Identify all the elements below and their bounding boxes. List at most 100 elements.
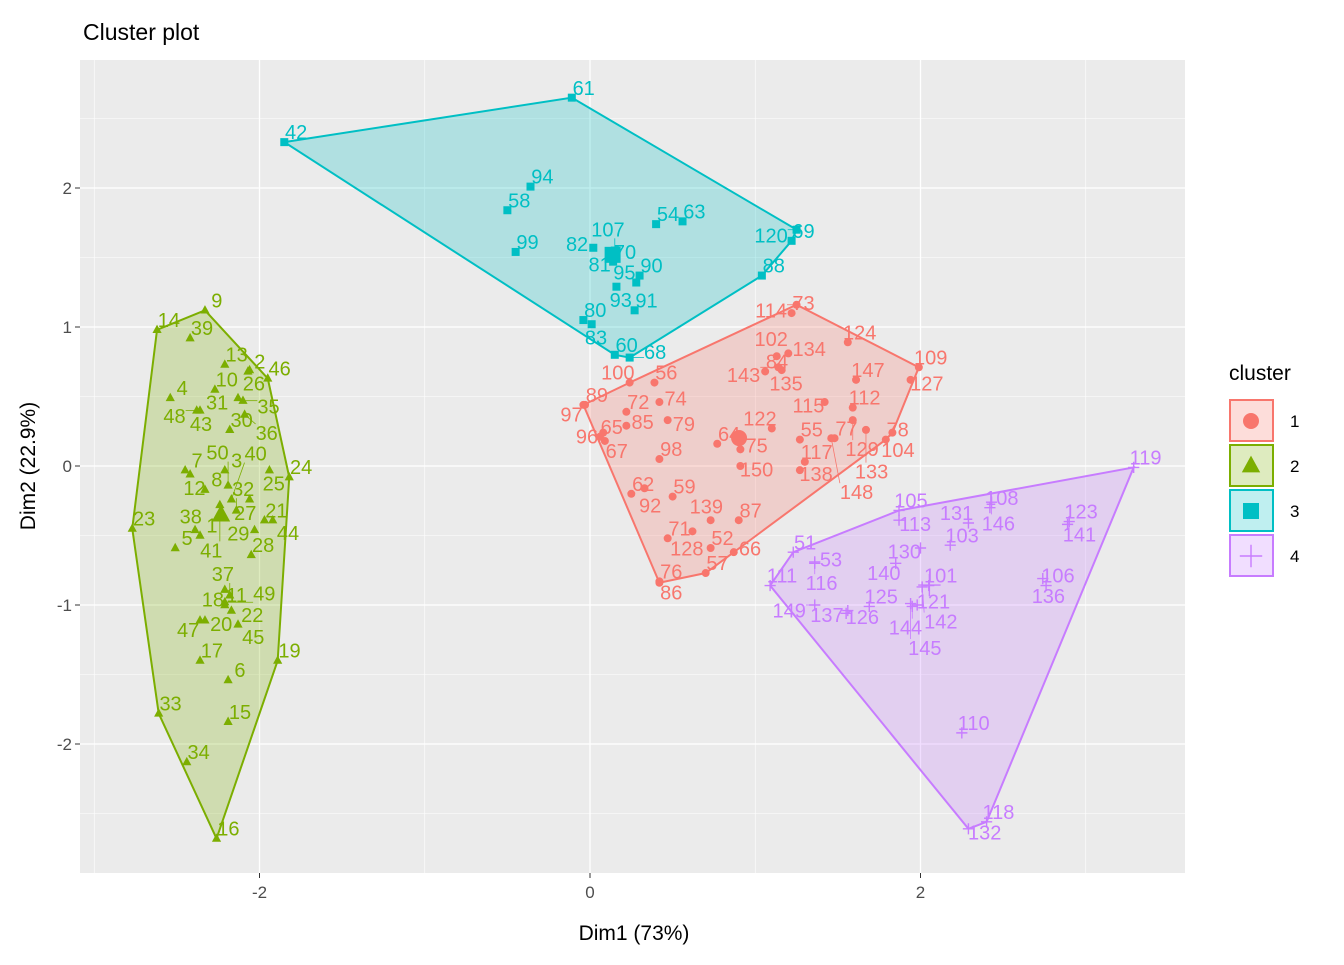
data-point	[888, 428, 897, 437]
point-label: 53	[820, 550, 842, 572]
point-label: 122	[743, 409, 776, 431]
data-point	[893, 504, 905, 517]
point-label: 28	[252, 535, 274, 557]
point-label: 39	[191, 318, 213, 340]
point-label: 81	[588, 255, 610, 277]
point-label: 11	[226, 585, 247, 607]
point-label: 35	[257, 396, 279, 418]
data-point	[893, 514, 905, 526]
point-label: 36	[256, 423, 278, 445]
data-point	[225, 590, 235, 599]
data-point	[655, 455, 664, 464]
data-point	[962, 517, 975, 529]
point-label: 102	[754, 329, 787, 351]
point-label: 137	[810, 605, 843, 627]
point-label: 83	[585, 328, 607, 350]
point-label: 100	[601, 363, 634, 385]
data-point	[127, 523, 137, 532]
point-label: 72	[627, 392, 649, 414]
data-point	[233, 619, 243, 628]
data-point	[792, 300, 801, 309]
data-point	[632, 278, 641, 287]
point-label: 138	[799, 464, 832, 486]
point-label: 135	[769, 374, 802, 396]
point-label: 133	[855, 462, 888, 484]
point-label: 104	[881, 440, 914, 462]
point-label: 10	[216, 370, 238, 392]
cluster-1-center	[731, 430, 748, 447]
data-point	[764, 579, 776, 592]
data-point	[195, 530, 205, 539]
point-label: 74	[665, 388, 687, 410]
data-point	[223, 480, 233, 489]
y-tick-label: 1	[63, 318, 72, 337]
data-point	[567, 93, 576, 102]
point-label: 31	[206, 393, 228, 415]
data-point	[263, 373, 273, 382]
point-label: 116	[806, 573, 838, 595]
point-label: 144	[889, 618, 922, 640]
data-point	[182, 756, 192, 766]
point-label: 106	[1041, 566, 1074, 588]
point-label: 45	[242, 627, 264, 649]
point-label: 103	[945, 525, 978, 547]
data-point	[190, 524, 200, 534]
data-point	[852, 375, 861, 384]
point-label: 140	[867, 563, 900, 585]
point-label: 3	[231, 450, 242, 472]
point-label: 1	[206, 516, 217, 538]
data-point	[795, 466, 804, 475]
data-point	[610, 350, 619, 359]
x-axis-title: Dim1 (73%)	[579, 922, 690, 945]
data-point	[627, 489, 636, 498]
data-point	[916, 581, 928, 593]
data-point	[154, 708, 164, 717]
point-label: 49	[253, 583, 275, 605]
point-label: 65	[601, 417, 623, 439]
data-point	[809, 599, 821, 611]
point-label: 75	[745, 436, 767, 458]
point-label: 113	[899, 514, 931, 536]
point-label: 21	[265, 500, 287, 522]
point-label: 120	[754, 225, 787, 247]
data-point	[787, 236, 796, 245]
data-point	[984, 502, 996, 514]
data-point	[273, 655, 283, 664]
point-label: 50	[206, 443, 228, 465]
data-point	[268, 515, 278, 524]
data-point	[701, 569, 710, 578]
data-point	[881, 435, 890, 444]
data-point	[787, 546, 799, 558]
point-label: 146	[982, 513, 1015, 535]
point-label: 80	[584, 300, 606, 322]
point-label: 5	[182, 528, 193, 550]
point-label: 99	[516, 232, 538, 254]
data-point	[688, 527, 697, 536]
point-label: 7	[191, 450, 202, 472]
data-point	[906, 375, 915, 384]
data-point	[195, 615, 205, 624]
data-point	[1061, 518, 1074, 530]
point-label: 117	[801, 442, 833, 464]
point-label: 105	[894, 491, 927, 513]
point-label: 18	[202, 590, 224, 612]
data-point	[612, 282, 621, 291]
data-point	[914, 363, 923, 372]
data-point	[863, 600, 875, 612]
data-point	[843, 338, 852, 347]
data-point	[195, 405, 205, 414]
label-leader-line	[830, 438, 841, 484]
data-point	[622, 407, 631, 416]
legend: cluster 1 2 3 4	[1229, 362, 1299, 577]
point-label: 124	[843, 322, 876, 344]
data-point	[962, 823, 975, 835]
point-label: 54	[657, 204, 679, 226]
point-label: 22	[241, 605, 263, 627]
point-label: 78	[887, 420, 909, 442]
data-point	[655, 398, 664, 407]
data-point	[761, 367, 770, 376]
data-point	[284, 471, 294, 481]
data-point	[1128, 461, 1140, 473]
point-label: 90	[640, 256, 662, 278]
point-label: 2	[254, 352, 265, 374]
